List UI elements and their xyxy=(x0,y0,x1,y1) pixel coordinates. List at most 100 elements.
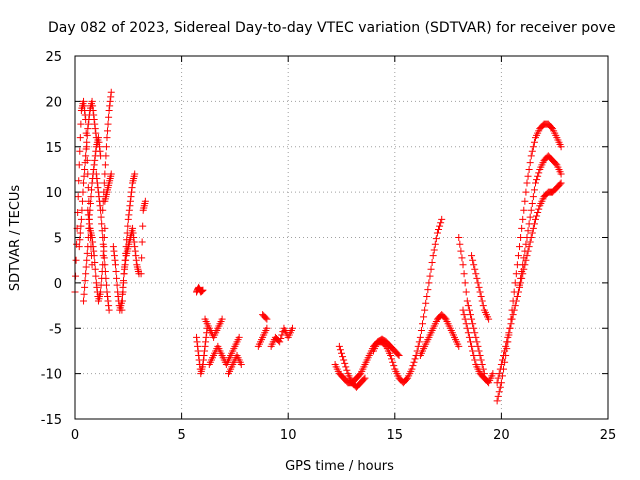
data-point xyxy=(91,125,99,133)
data-point xyxy=(127,188,135,196)
data-point xyxy=(88,186,96,194)
data-point xyxy=(500,351,508,359)
series-trace-s xyxy=(267,324,296,350)
data-point xyxy=(428,258,436,266)
data-point xyxy=(495,388,503,396)
data-point xyxy=(76,229,84,237)
data-point xyxy=(104,297,112,305)
data-point xyxy=(105,306,113,314)
data-point xyxy=(72,272,80,280)
data-point xyxy=(131,170,139,178)
data-point xyxy=(131,243,139,251)
plot-frame xyxy=(74,55,609,420)
data-point xyxy=(96,147,104,155)
data-point xyxy=(423,292,431,300)
data-point xyxy=(460,270,468,278)
data-point xyxy=(519,270,527,278)
data-point xyxy=(497,361,505,369)
data-point xyxy=(194,342,202,350)
data-point xyxy=(496,365,504,373)
data-point xyxy=(128,184,136,192)
data-point xyxy=(110,252,118,260)
data-point xyxy=(101,268,109,276)
data-point xyxy=(526,238,534,246)
data-point xyxy=(519,215,527,223)
data-point xyxy=(91,120,99,128)
data-point xyxy=(527,206,535,214)
data-point xyxy=(468,342,476,350)
data-point xyxy=(461,315,469,323)
data-point xyxy=(556,180,564,188)
data-point xyxy=(105,113,113,121)
data-point xyxy=(530,138,538,146)
data-point xyxy=(520,265,528,273)
data-point xyxy=(89,102,97,110)
data-point xyxy=(201,342,209,350)
data-point xyxy=(425,279,433,287)
data-point xyxy=(557,170,565,178)
data-point xyxy=(125,206,133,214)
data-point xyxy=(102,152,110,160)
x-tick-label: 0 xyxy=(71,428,79,443)
data-point xyxy=(83,131,91,139)
data-point xyxy=(471,356,479,364)
data-point xyxy=(81,283,89,291)
data-point xyxy=(124,222,132,230)
data-point xyxy=(408,365,416,373)
data-point xyxy=(417,327,425,335)
data-point xyxy=(276,338,284,346)
data-point xyxy=(524,247,532,255)
data-point xyxy=(132,252,140,260)
data-point xyxy=(75,243,83,251)
data-point xyxy=(114,292,122,300)
data-point xyxy=(457,247,465,255)
data-point xyxy=(419,320,427,328)
data-point xyxy=(494,374,502,382)
data-point xyxy=(118,297,126,305)
data-point xyxy=(102,143,110,151)
data-point xyxy=(105,302,113,310)
data-point xyxy=(85,220,93,228)
data-point xyxy=(468,315,476,323)
data-point xyxy=(472,270,480,278)
data-point xyxy=(485,315,493,323)
data-point xyxy=(474,342,482,350)
data-point xyxy=(86,199,94,207)
series-trace-y xyxy=(455,234,488,378)
data-point xyxy=(459,306,467,314)
data-point xyxy=(90,252,98,260)
data-point xyxy=(80,97,88,105)
data-point xyxy=(468,252,476,260)
data-point xyxy=(436,222,444,230)
series-trace-ab xyxy=(493,120,565,405)
data-point xyxy=(100,247,108,255)
data-point xyxy=(91,258,99,266)
data-point xyxy=(511,302,519,310)
data-point xyxy=(530,220,538,228)
data-point xyxy=(335,342,343,350)
data-point xyxy=(470,261,478,269)
data-point xyxy=(465,333,473,341)
data-point xyxy=(527,234,535,241)
data-point xyxy=(438,215,446,223)
data-point xyxy=(477,356,485,364)
data-point xyxy=(91,265,99,273)
y-tick-label: 0 xyxy=(54,277,62,292)
data-point xyxy=(84,120,92,128)
data-point xyxy=(84,211,92,219)
data-point xyxy=(82,152,90,160)
data-point xyxy=(342,363,350,371)
data-point xyxy=(130,234,138,241)
data-point xyxy=(141,197,149,205)
series-trace-ad xyxy=(514,179,565,296)
series-trace-u xyxy=(335,342,369,391)
data-point xyxy=(557,179,565,187)
data-point xyxy=(235,333,243,341)
data-point xyxy=(105,106,113,114)
data-point xyxy=(119,288,127,296)
data-point xyxy=(199,361,207,369)
data-point xyxy=(82,263,90,271)
data-point xyxy=(523,179,531,187)
data-point xyxy=(84,206,92,214)
data-point xyxy=(478,297,486,305)
